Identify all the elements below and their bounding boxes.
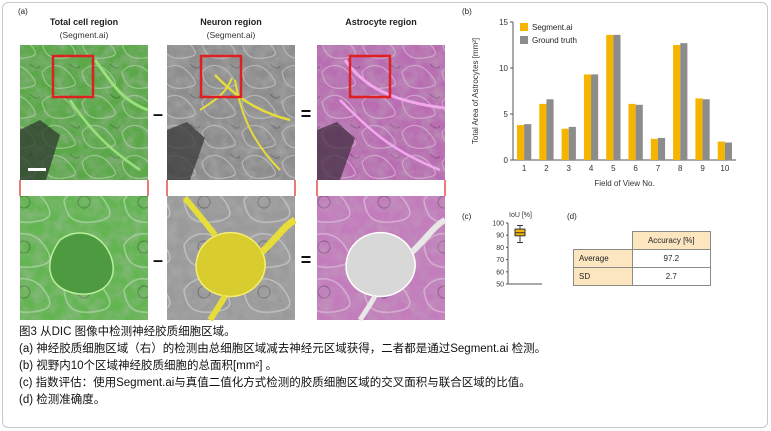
panel-c-label: (c) bbox=[462, 212, 472, 221]
y-tick-label: 0 bbox=[504, 156, 509, 165]
zoom-lines bbox=[19, 180, 446, 196]
bar-ground-truth bbox=[724, 142, 732, 160]
caption-line-d: (d) 检测准确度。 bbox=[19, 394, 106, 406]
row-value-sd: 2.7 bbox=[631, 267, 712, 286]
total-cell-micrograph-top bbox=[20, 45, 149, 180]
caption-line-c: (c) 指数评估：使用Segment.ai与真值二值化方式检测的胶质细胞区域的交… bbox=[19, 377, 531, 389]
legend-swatch bbox=[520, 36, 528, 44]
panel-d-label: (d) bbox=[567, 212, 577, 221]
x-tick-label: 6 bbox=[633, 164, 638, 173]
x-tick-label: 1 bbox=[522, 164, 527, 173]
astrocyte-micrograph-zoom bbox=[317, 196, 447, 322]
equals-operator-top: = bbox=[300, 104, 312, 124]
bar-segment-ai bbox=[673, 45, 681, 160]
y-tick-label: 70 bbox=[496, 257, 504, 264]
neuron-micrograph-top bbox=[167, 45, 295, 180]
col-title-total: Total cell region bbox=[49, 17, 119, 27]
bar-ground-truth bbox=[524, 124, 532, 160]
minus-operator-top: – bbox=[152, 104, 163, 124]
table-header-row: Accuracy [%] bbox=[573, 231, 712, 250]
y-tick-label: 90 bbox=[496, 233, 504, 240]
bar-segment-ai bbox=[606, 34, 614, 160]
area-bar-chart: 0 5 10 15 1 2 3 4 5 6 7 8 9 10 Field of View No. Total … bbox=[471, 18, 736, 188]
panel-b-label: (b) bbox=[462, 7, 472, 16]
table-row: SD 2.7 bbox=[573, 267, 712, 286]
bar-segment-ai bbox=[628, 103, 636, 160]
x-tick-label: 8 bbox=[678, 164, 683, 173]
y-tick-label: 60 bbox=[496, 269, 504, 276]
table-row: Average 97.2 bbox=[573, 249, 712, 268]
neuron-micrograph-zoom bbox=[167, 196, 297, 322]
legend-label: Ground truth bbox=[532, 36, 577, 45]
x-tick-label: 7 bbox=[656, 164, 661, 173]
x-tick-label: 5 bbox=[611, 164, 616, 173]
bar-ground-truth bbox=[680, 43, 688, 160]
accuracy-table: Accuracy [%] Average 97.2 SD 2.7 bbox=[573, 231, 712, 286]
equals-operator-bottom: = bbox=[300, 250, 312, 270]
bar-segment-ai bbox=[539, 103, 547, 160]
caption-title: 图3 从DIC 图像中检测神经胶质细胞区域。 bbox=[19, 326, 236, 338]
col-title-astrocyte: Astrocyte region bbox=[345, 17, 417, 27]
iou-box-plot: IoU [%] 50 60 70 80 90 100 bbox=[492, 212, 542, 289]
bar-ground-truth bbox=[546, 99, 554, 160]
astrocyte-micrograph-top bbox=[317, 45, 446, 180]
box-plot-ylabel: IoU [%] bbox=[509, 212, 532, 219]
minus-operator-bottom: – bbox=[152, 250, 163, 270]
x-tick-label: 2 bbox=[544, 164, 549, 173]
table-header: Accuracy [%] bbox=[631, 231, 712, 250]
bar-segment-ai bbox=[717, 141, 725, 160]
col-title-neuron: Neuron region bbox=[200, 17, 262, 27]
bar-segment-ai bbox=[517, 125, 525, 160]
zoom-box-astrocyte bbox=[348, 54, 392, 99]
bar-ground-truth bbox=[702, 99, 710, 160]
x-tick-label: 9 bbox=[700, 164, 705, 173]
y-axis-label: Total Area of Astrocytes [mm²] bbox=[471, 38, 480, 144]
bar-segment-ai bbox=[561, 128, 569, 160]
zoom-box-total bbox=[51, 54, 95, 99]
bar-ground-truth bbox=[613, 34, 621, 160]
caption-line-b: (b) 视野内10个区域神经胶质细胞的总面积[mm²] 。 bbox=[19, 360, 278, 372]
bar-ground-truth bbox=[568, 126, 576, 160]
panel-a-label: (a) bbox=[18, 7, 28, 16]
bar-ground-truth bbox=[657, 137, 666, 160]
row-label-average: Average bbox=[573, 249, 633, 268]
y-tick-label: 10 bbox=[499, 64, 508, 73]
legend-swatch bbox=[520, 23, 528, 31]
col-subtitle-total: (Segment.ai) bbox=[59, 30, 109, 40]
x-axis-label: Field of View No. bbox=[594, 179, 654, 188]
bar-ground-truth bbox=[635, 104, 643, 160]
table-empty-cell bbox=[573, 231, 633, 250]
legend-label: Segment.ai bbox=[532, 23, 573, 32]
y-tick-label: 100 bbox=[492, 221, 504, 228]
zoom-box-neuron bbox=[199, 54, 243, 99]
bar-ground-truth bbox=[591, 74, 599, 160]
row-label-sd: SD bbox=[573, 267, 633, 286]
y-tick-label: 5 bbox=[504, 110, 509, 119]
x-tick-label: 3 bbox=[567, 164, 572, 173]
y-tick-label: 15 bbox=[499, 18, 508, 27]
bar-segment-ai bbox=[695, 98, 703, 160]
micrograph-panels bbox=[19, 45, 447, 322]
bar-segment-ai bbox=[650, 138, 658, 160]
col-subtitle-neuron: (Segment.ai) bbox=[206, 30, 256, 40]
x-tick-label: 4 bbox=[589, 164, 594, 173]
x-tick-label: 10 bbox=[720, 164, 729, 173]
total-cell-micrograph-zoom bbox=[20, 196, 148, 320]
caption-line-a: (a) 神经胶质细胞区域（右）的检测由总细胞区域减去神经元区域获得，二者都是通过… bbox=[19, 343, 547, 355]
y-tick-label: 80 bbox=[496, 245, 504, 252]
row-value-average: 97.2 bbox=[631, 249, 712, 268]
bar-segment-ai bbox=[583, 74, 592, 160]
y-tick-label: 50 bbox=[496, 282, 504, 289]
